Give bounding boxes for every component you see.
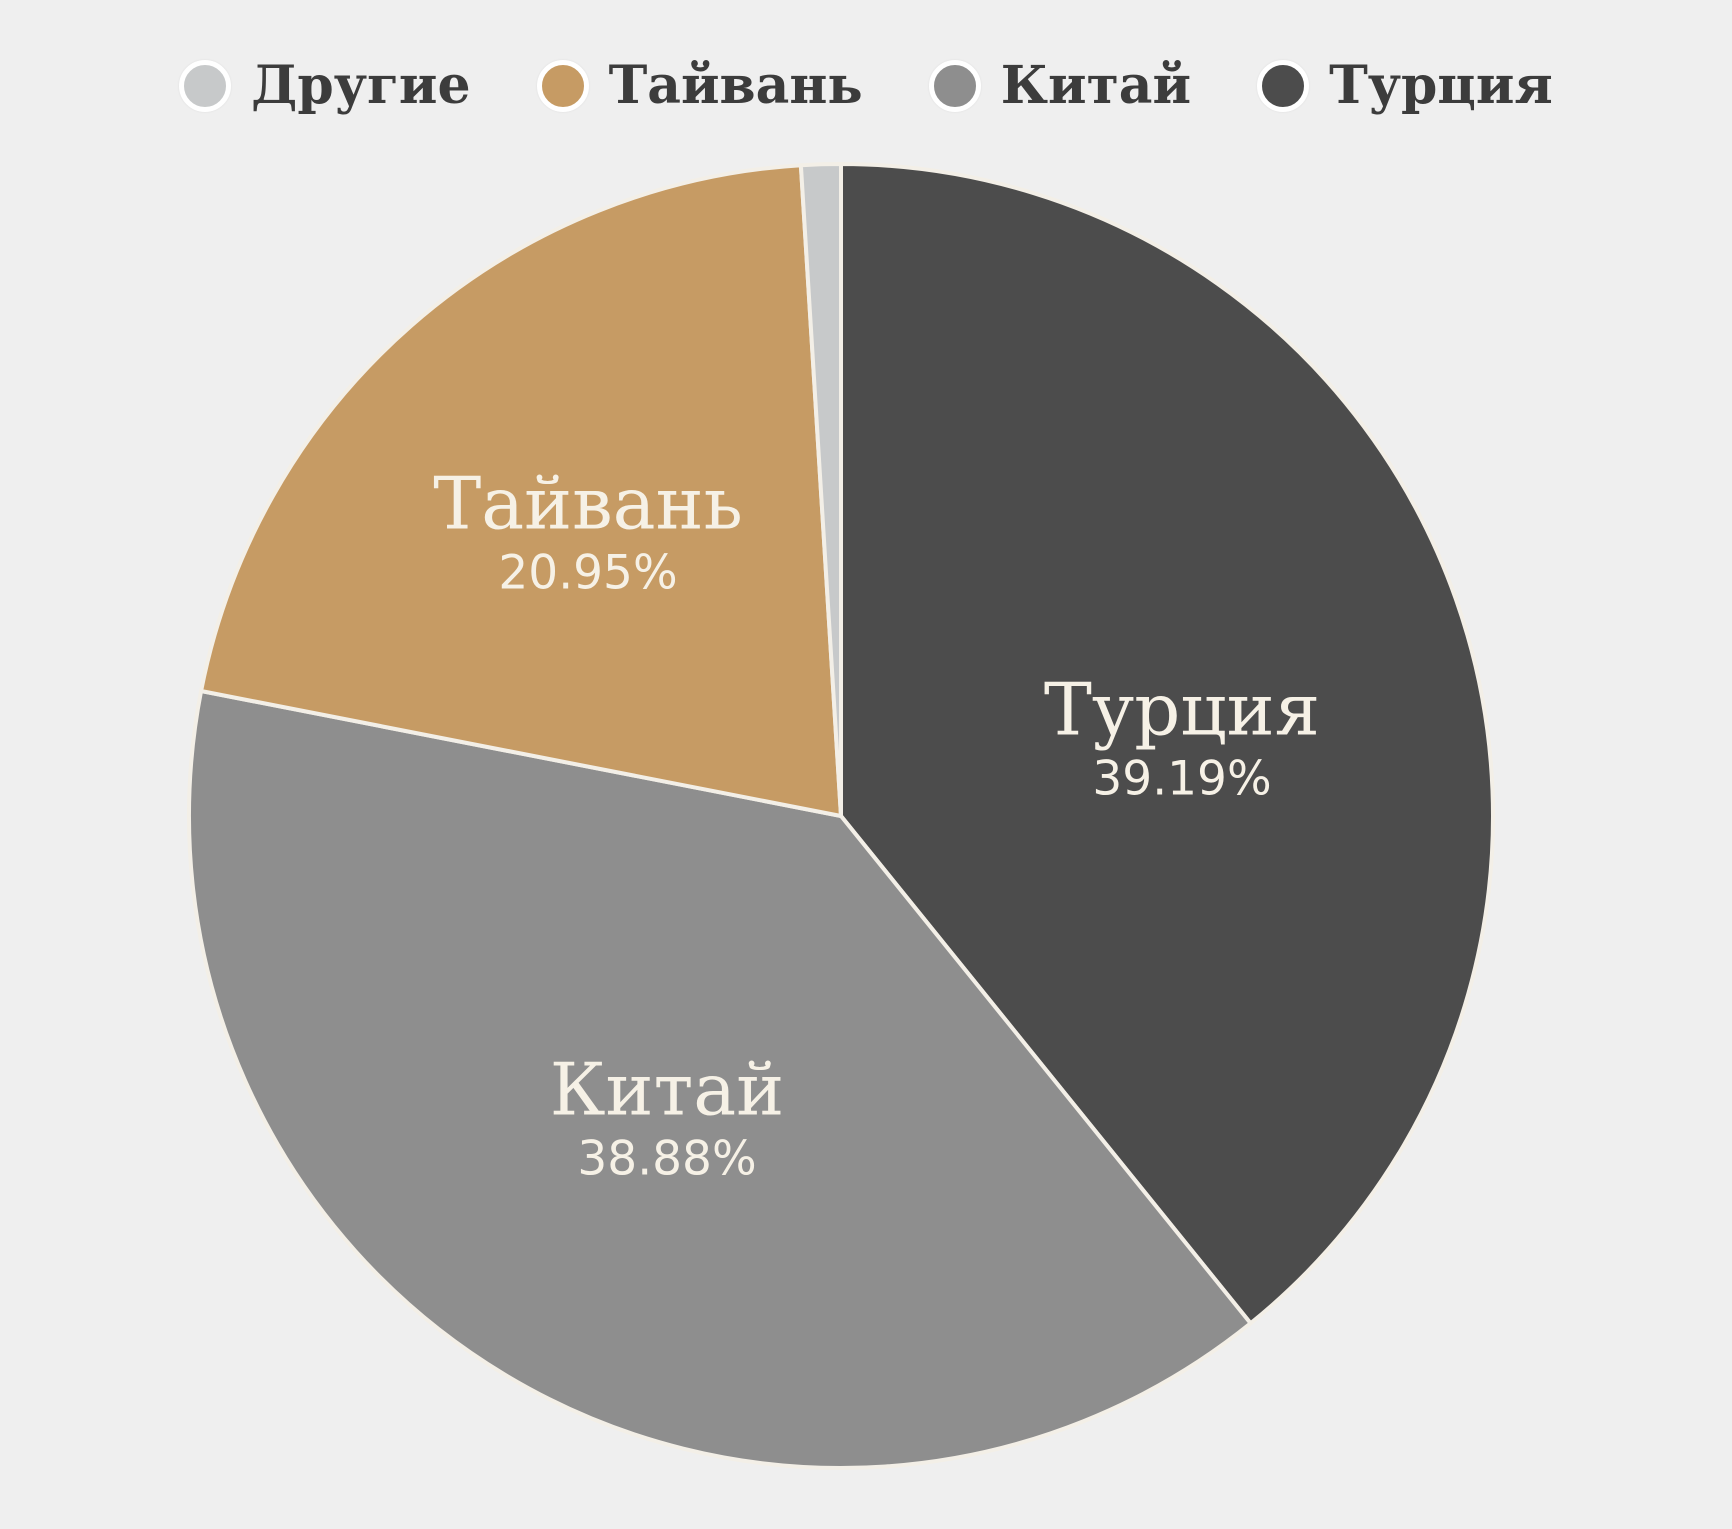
legend-item-taiwan[interactable]: Тайвань (536, 55, 863, 116)
legend-label-others: Другие (251, 55, 471, 116)
legend-marker-others-icon (179, 60, 232, 112)
legend-label-china: Китай (1000, 55, 1192, 116)
legend-marker-china-icon (928, 60, 981, 112)
legend-label-taiwan: Тайвань (608, 55, 863, 116)
pie-slice-taiwan[interactable] (199, 163, 843, 818)
legend-item-turkey[interactable]: Турция (1257, 60, 1553, 112)
pie-slice-china[interactable] (186, 689, 1253, 1470)
legend-marker-turkey-icon (1257, 60, 1310, 112)
legend-label-turkey: Турция (1329, 55, 1553, 116)
legend-marker-taiwan-icon (536, 60, 589, 112)
legend-item-others[interactable]: Другие (179, 55, 471, 116)
legend-item-china[interactable]: Китай (928, 55, 1192, 116)
legend: Другие Тайвань Китай Турция (0, 60, 1732, 112)
pie-slice-turkey[interactable] (839, 162, 1495, 1326)
pie-slice-others[interactable] (798, 162, 843, 818)
